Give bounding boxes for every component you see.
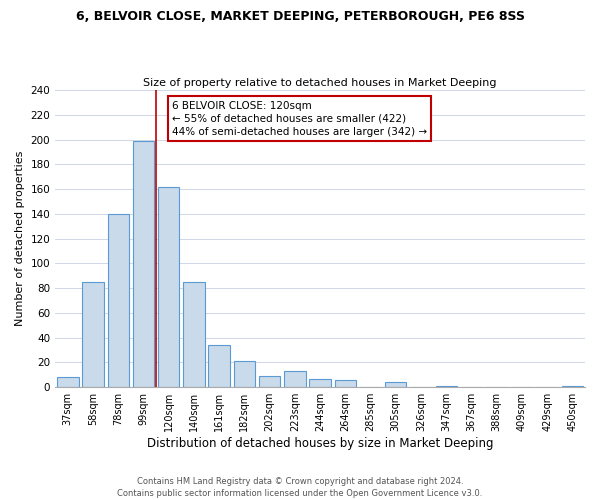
Bar (208, 345, 230, 387)
Text: Contains HM Land Registry data © Crown copyright and database right 2024.
Contai: Contains HM Land Registry data © Crown c… (118, 476, 482, 498)
Bar (183, 282, 205, 387)
Text: 6 BELVOIR CLOSE: 120sqm
← 55% of detached houses are smaller (422)
44% of semi-d: 6 BELVOIR CLOSE: 120sqm ← 55% of detache… (172, 100, 427, 137)
Bar (284, 371, 305, 387)
Bar (436, 386, 457, 387)
Bar (259, 376, 280, 387)
Bar (385, 382, 406, 387)
Bar (562, 386, 583, 387)
Bar (310, 378, 331, 387)
Bar (335, 380, 356, 387)
Text: 6, BELVOIR CLOSE, MARKET DEEPING, PETERBOROUGH, PE6 8SS: 6, BELVOIR CLOSE, MARKET DEEPING, PETERB… (76, 10, 524, 23)
Y-axis label: Number of detached properties: Number of detached properties (15, 151, 25, 326)
Title: Size of property relative to detached houses in Market Deeping: Size of property relative to detached ho… (143, 78, 497, 88)
Bar (158, 186, 179, 387)
Bar (107, 214, 129, 387)
Bar (133, 141, 154, 387)
Bar (57, 378, 79, 387)
X-axis label: Distribution of detached houses by size in Market Deeping: Distribution of detached houses by size … (147, 437, 493, 450)
Bar (233, 361, 255, 387)
Bar (82, 282, 104, 387)
